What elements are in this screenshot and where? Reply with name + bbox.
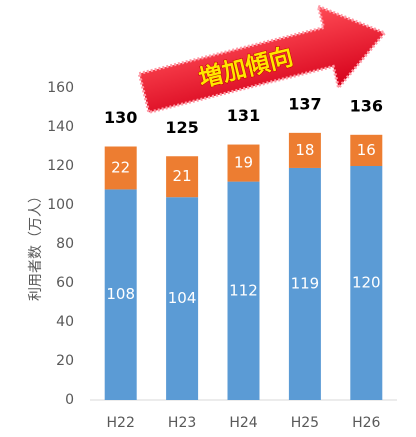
segment-label: 119 xyxy=(291,274,320,292)
y-tick-label: 40 xyxy=(56,314,74,330)
bar-segment xyxy=(227,144,260,182)
y-tick-label: 60 xyxy=(56,275,74,291)
segment-label: 112 xyxy=(229,281,258,299)
total-label: 130 xyxy=(104,108,137,127)
bar-segment xyxy=(350,166,383,400)
y-tick-label: 140 xyxy=(47,119,74,135)
segment-label: 18 xyxy=(295,141,314,159)
bar-segment xyxy=(166,197,199,400)
x-tick-label: H22 xyxy=(107,415,135,431)
arrow-shape xyxy=(137,3,388,115)
segment-label: 120 xyxy=(352,274,381,292)
segment-label: 108 xyxy=(106,285,135,303)
x-tick-label: H25 xyxy=(291,415,319,431)
segment-label: 104 xyxy=(168,289,197,307)
bar-segment xyxy=(227,181,260,400)
bar-segment xyxy=(350,134,383,166)
y-tick-label: 120 xyxy=(47,158,74,174)
segment-label: 22 xyxy=(111,158,130,176)
x-tick-label: H26 xyxy=(352,415,380,431)
y-tick-label: 20 xyxy=(56,353,74,369)
bar-segment xyxy=(166,156,199,198)
bar-segment xyxy=(288,167,321,400)
segment-label: 19 xyxy=(234,154,253,172)
y-tick-label: 100 xyxy=(47,197,74,213)
x-tick-label: H24 xyxy=(229,415,257,431)
y-axis-title: 利用者数（万人） xyxy=(28,189,44,301)
total-label: 125 xyxy=(165,118,198,137)
total-label: 137 xyxy=(288,94,321,113)
total-label: 131 xyxy=(227,106,260,125)
y-tick-label: 0 xyxy=(65,392,74,408)
segment-label: 21 xyxy=(173,167,192,185)
bar-segment xyxy=(104,189,137,400)
y-tick-label: 160 xyxy=(47,80,74,96)
total-label: 136 xyxy=(350,96,383,115)
x-tick-label: H23 xyxy=(168,415,196,431)
y-tick-label: 80 xyxy=(56,236,74,252)
segment-label: 16 xyxy=(357,141,376,159)
bar-segment xyxy=(104,146,137,190)
bar-segment xyxy=(288,132,321,168)
